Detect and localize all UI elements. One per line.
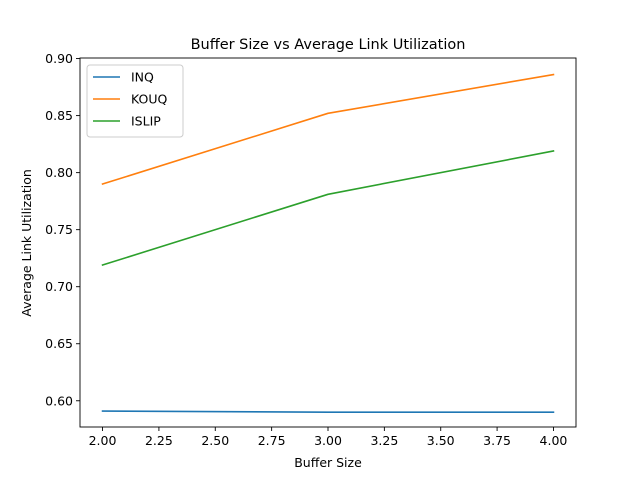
- legend: INQ KOUQ ISLIP: [86, 64, 184, 138]
- y-axis-label: Average Link Utilization: [19, 169, 34, 317]
- x-tick-label: 3.50: [427, 433, 455, 448]
- y-tick-label: 0.75: [45, 222, 73, 237]
- legend-label-islip: ISLIP: [131, 114, 161, 129]
- series-line-inq: [101, 410, 555, 413]
- chart-title: Buffer Size vs Average Link Utilization: [191, 37, 466, 53]
- y-tick-label: 0.65: [45, 336, 73, 351]
- x-tick-label: 4.00: [540, 433, 568, 448]
- series-line-islip: [101, 150, 555, 267]
- y-tick-label: 0.90: [45, 51, 73, 66]
- y-tick-label: 0.80: [45, 165, 73, 180]
- x-tick-label: 2.25: [145, 433, 173, 448]
- x-tick-label: 3.75: [483, 433, 511, 448]
- x-axis-label: Buffer Size: [294, 455, 362, 470]
- legend-box: [86, 64, 184, 138]
- x-tick-label: 3.25: [370, 433, 398, 448]
- legend-label-inq: INQ: [131, 70, 154, 85]
- x-tick-label: 2.50: [201, 433, 229, 448]
- series-line-kouq: [101, 73, 555, 186]
- x-tick-label: 2.75: [258, 433, 286, 448]
- x-tick-label: 2.00: [89, 433, 117, 448]
- plot-area: 2.00 2.25 2.50 2.75 3.00 3.25 3.50 3.75 4.00 0.60…: [45, 51, 577, 448]
- y-tick-label: 0.60: [45, 393, 73, 408]
- x-tick-label: 3.00: [314, 433, 342, 448]
- y-tick-label: 0.85: [45, 108, 73, 123]
- y-tick-label: 0.70: [45, 279, 73, 294]
- legend-label-kouq: KOUQ: [131, 92, 168, 107]
